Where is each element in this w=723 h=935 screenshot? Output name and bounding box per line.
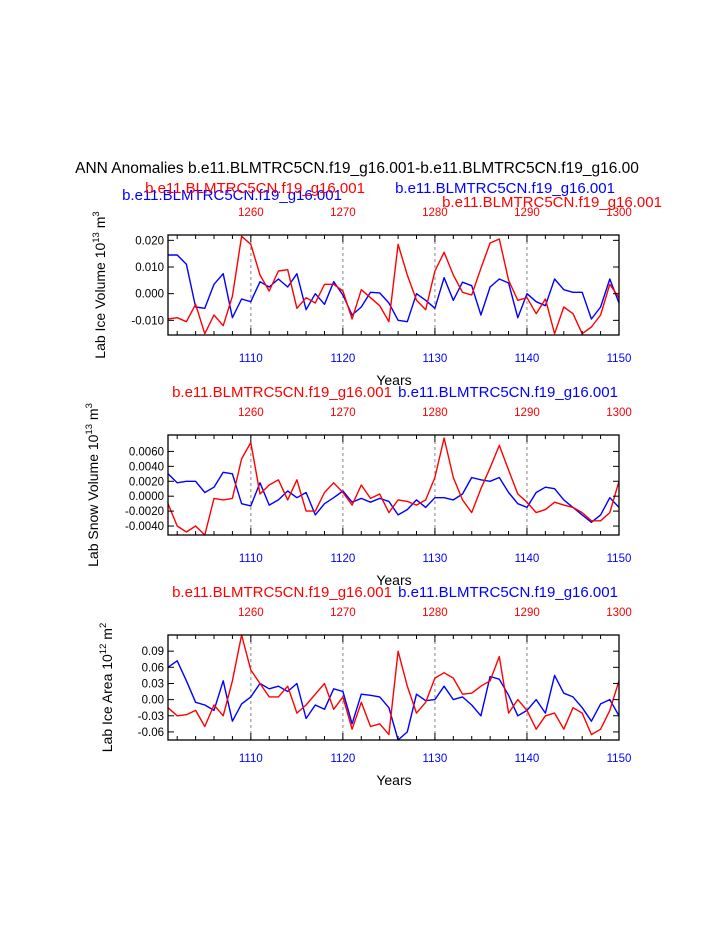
series-title: b.e11.BLMTRC5CN.f19_g16.001 bbox=[145, 180, 365, 197]
y-tick-label: 0.03 bbox=[142, 678, 164, 690]
x-tick-label-top: 1260 bbox=[238, 607, 264, 619]
x-tick-label-top: 1300 bbox=[606, 407, 632, 419]
y-tick-label: 0.09 bbox=[142, 646, 164, 658]
y-tick-label: -0.03 bbox=[138, 711, 164, 723]
x-tick-label-top: 1270 bbox=[330, 407, 356, 419]
x-tick-label-bottom: 1130 bbox=[423, 553, 448, 565]
x-tick-label-top: 1270 bbox=[330, 207, 356, 219]
x-tick-label-top: 1290 bbox=[514, 407, 540, 419]
series-title: b.e11.BLMTRC5CN.f19_g16.001 bbox=[172, 584, 392, 601]
series-title: b.e11.BLMTRC5CN.f19_g16.001 bbox=[442, 194, 662, 211]
y-tick-label: 0.0060 bbox=[129, 446, 164, 458]
y-axis-label-exponent: 3 bbox=[91, 211, 102, 216]
y-tick-label: -0.06 bbox=[138, 727, 164, 739]
y-axis-label-text: Lab Snow Volume 10 bbox=[85, 434, 101, 567]
chart-panel-3: -0.06 -0.03 0.00 0.03 0.06 0.09 1110 1120 1130 11… bbox=[98, 584, 632, 788]
x-tick-label-bottom: 1150 bbox=[607, 353, 632, 365]
series-title: b.e11.BLMTRC5CN.f19_g16.001 bbox=[398, 584, 618, 601]
plot-frame bbox=[167, 634, 620, 741]
panels: -0.010 0.000 0.010 0.020 1110 1120 1130 1140 115… bbox=[84, 180, 662, 788]
series-title: b.e11.BLMTRC5CN.f19_g16.001 bbox=[395, 180, 615, 197]
x-tick-label-top: 1280 bbox=[422, 207, 448, 219]
y-axis-label-text: Lab Ice Volume 10 bbox=[92, 243, 108, 359]
x-tick-label-top: 1270 bbox=[330, 607, 356, 619]
series-title: b.e11.BLMTRC5CN.f19_g16.001 bbox=[172, 384, 392, 401]
series-title: b.e11.BLMTRC5CN.f19_g16.001 bbox=[398, 384, 618, 401]
x-tick-label-bottom: 1140 bbox=[515, 353, 540, 365]
y-axis-label-exponent: 13 bbox=[84, 424, 95, 435]
x-tick-label-bottom: 1120 bbox=[331, 553, 356, 565]
plot-frame bbox=[167, 434, 620, 536]
x-tick-label-top: 1260 bbox=[238, 207, 264, 219]
x-tick-label-bottom: 1140 bbox=[515, 753, 540, 765]
figure-title: ANN Anomalies b.e11.BLMTRC5CN.f19_g16.00… bbox=[75, 160, 639, 177]
x-tick-label-top: 1300 bbox=[606, 207, 632, 219]
x-tick-label-bottom: 1150 bbox=[607, 553, 632, 565]
y-tick-label: 0.0000 bbox=[129, 491, 164, 503]
x-tick-label-bottom: 1110 bbox=[239, 753, 263, 765]
y-tick-label: 0.0020 bbox=[129, 476, 164, 488]
y-axis-label-exponent: 2 bbox=[98, 623, 109, 628]
x-tick-label-bottom: 1120 bbox=[331, 753, 356, 765]
x-tick-label-top: 1280 bbox=[422, 607, 448, 619]
y-axis-label-text: Lab Ice Area 10 bbox=[99, 654, 115, 752]
y-tick-label: -0.0040 bbox=[125, 521, 164, 533]
series-title: b.e11.BLMTRC5CN.f19_g16.001 bbox=[122, 187, 342, 204]
chart-panel-2: -0.0040 -0.0020 0.0000 0.0020 0.0040 0.0060 11… bbox=[84, 384, 632, 588]
plot-frame bbox=[167, 234, 620, 336]
x-tick-label-bottom: 1120 bbox=[331, 353, 356, 365]
x-tick-label-bottom: 1130 bbox=[423, 753, 448, 765]
x-tick-label-bottom: 1110 bbox=[239, 353, 263, 365]
x-tick-label-bottom: 1130 bbox=[423, 353, 448, 365]
y-axis-label-exponent: 3 bbox=[84, 403, 95, 408]
y-axis-label: Lab Snow Volume 1013 m3 bbox=[84, 403, 101, 567]
x-tick-label-top: 1300 bbox=[606, 607, 632, 619]
y-axis-label-text: m bbox=[85, 408, 101, 424]
x-tick-label-bottom: 1140 bbox=[515, 553, 540, 565]
x-axis-label: Years bbox=[376, 572, 411, 588]
series-line-blue bbox=[168, 254, 620, 323]
y-axis-label-exponent: 13 bbox=[91, 232, 102, 243]
x-axis-label: Years bbox=[376, 772, 411, 788]
y-tick-label: 0.0040 bbox=[129, 461, 164, 473]
series-line-blue bbox=[167, 660, 620, 741]
y-tick-label: 0.010 bbox=[135, 262, 164, 274]
x-tick-label-bottom: 1150 bbox=[607, 753, 632, 765]
series-line-blue bbox=[167, 471, 620, 523]
y-axis-label-exponent: 12 bbox=[98, 644, 109, 655]
y-axis-label: Lab Ice Area 1012 m2 bbox=[98, 623, 115, 753]
x-axis-label: Years bbox=[376, 372, 411, 388]
x-tick-label-top: 1290 bbox=[514, 207, 540, 219]
series-line-red bbox=[167, 634, 620, 736]
x-tick-label-top: 1290 bbox=[514, 607, 540, 619]
y-tick-label: -0.010 bbox=[131, 315, 164, 327]
y-tick-label: -0.0020 bbox=[125, 506, 164, 518]
y-axis-label: Lab Ice Volume 1013 m3 bbox=[91, 211, 108, 358]
series-line-red bbox=[167, 235, 620, 335]
chart-panel-1: -0.010 0.000 0.010 0.020 1110 1120 1130 1140 115… bbox=[91, 180, 662, 388]
y-tick-label: 0.00 bbox=[142, 695, 164, 707]
y-axis-label-text: m bbox=[92, 217, 108, 233]
series-line-red bbox=[167, 437, 620, 536]
x-tick-label-bottom: 1110 bbox=[239, 553, 263, 565]
y-axis-label-text: m bbox=[99, 628, 115, 644]
y-tick-label: 0.06 bbox=[142, 662, 164, 674]
x-tick-label-top: 1260 bbox=[238, 407, 264, 419]
y-tick-label: 0.020 bbox=[135, 235, 164, 247]
y-tick-label: 0.000 bbox=[135, 289, 164, 301]
x-tick-label-top: 1280 bbox=[422, 407, 448, 419]
